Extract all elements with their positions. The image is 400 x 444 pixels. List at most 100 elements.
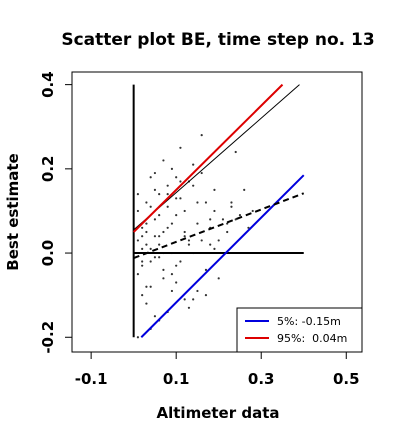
point <box>158 193 161 196</box>
point <box>166 184 169 187</box>
point <box>234 150 237 154</box>
y-axis-label: Best estimate <box>4 153 22 270</box>
point <box>149 285 152 288</box>
point <box>145 222 148 225</box>
point <box>162 230 165 234</box>
point <box>183 209 186 213</box>
point <box>162 277 165 280</box>
point <box>149 176 152 179</box>
x-tick-label: -0.1 <box>75 370 108 388</box>
legend-label: 5%: -0.15m <box>277 315 341 328</box>
legend-box <box>236 307 363 353</box>
line <box>140 174 305 338</box>
point <box>153 235 157 238</box>
point <box>213 247 216 250</box>
point <box>170 222 174 225</box>
point <box>213 188 216 191</box>
point <box>158 235 161 238</box>
point <box>192 184 195 187</box>
y-tick-label: -0.2 <box>39 321 57 354</box>
point <box>145 302 148 305</box>
point <box>183 230 186 234</box>
point <box>136 239 140 242</box>
point <box>149 205 152 208</box>
point <box>200 239 203 242</box>
point <box>221 218 225 221</box>
point <box>238 214 242 217</box>
point <box>141 264 144 267</box>
point <box>175 176 178 179</box>
y-tick-label: 0.2 <box>39 156 57 183</box>
point <box>196 222 199 225</box>
point <box>141 294 144 297</box>
point <box>141 247 144 250</box>
point <box>153 315 157 318</box>
point <box>196 201 199 204</box>
line <box>133 192 305 260</box>
point <box>179 260 182 263</box>
point <box>192 298 195 301</box>
point <box>162 268 165 271</box>
point <box>136 336 140 339</box>
point <box>217 239 220 242</box>
point <box>170 289 174 293</box>
point <box>136 273 140 276</box>
point <box>136 209 140 213</box>
point <box>204 268 208 271</box>
point <box>166 205 169 208</box>
plot-frame <box>71 71 363 353</box>
point <box>145 243 148 246</box>
point <box>153 256 157 259</box>
point <box>170 167 174 170</box>
point <box>166 193 169 196</box>
point <box>141 226 144 229</box>
y-tick-label: 0.4 <box>39 71 57 98</box>
point <box>136 193 140 196</box>
point <box>153 218 157 221</box>
point <box>149 247 152 250</box>
point <box>175 214 178 217</box>
point <box>145 230 148 234</box>
point <box>226 230 229 234</box>
point <box>162 159 165 162</box>
x-tick-label: 0.5 <box>333 370 360 388</box>
point <box>230 201 233 204</box>
point <box>145 285 148 288</box>
point <box>175 264 178 267</box>
point <box>183 298 186 301</box>
point <box>141 260 144 263</box>
point <box>170 273 174 276</box>
point <box>209 243 212 246</box>
point <box>213 209 216 213</box>
point <box>166 226 169 229</box>
x-tick-label: 0.3 <box>248 370 275 388</box>
point <box>187 239 191 242</box>
point <box>243 188 246 191</box>
point <box>234 218 237 221</box>
point <box>158 256 161 259</box>
point <box>209 218 212 221</box>
point <box>183 235 186 238</box>
point <box>187 306 191 309</box>
line <box>132 83 284 233</box>
point <box>141 235 144 238</box>
point <box>145 201 148 204</box>
point <box>179 197 182 200</box>
point <box>192 163 195 166</box>
point <box>153 188 157 191</box>
point <box>204 201 208 204</box>
point <box>187 243 191 246</box>
point <box>251 209 254 213</box>
point <box>196 289 199 293</box>
point <box>153 171 157 175</box>
point <box>230 205 233 208</box>
point <box>179 180 182 183</box>
chart-title: Scatter plot BE, time step no. 13 <box>61 30 374 50</box>
point <box>200 171 203 175</box>
x-tick-label: 0.1 <box>163 370 190 388</box>
point <box>175 197 178 200</box>
x-axis-label: Altimeter data <box>157 404 280 422</box>
point <box>204 294 208 297</box>
point <box>247 226 250 229</box>
point <box>175 281 178 284</box>
